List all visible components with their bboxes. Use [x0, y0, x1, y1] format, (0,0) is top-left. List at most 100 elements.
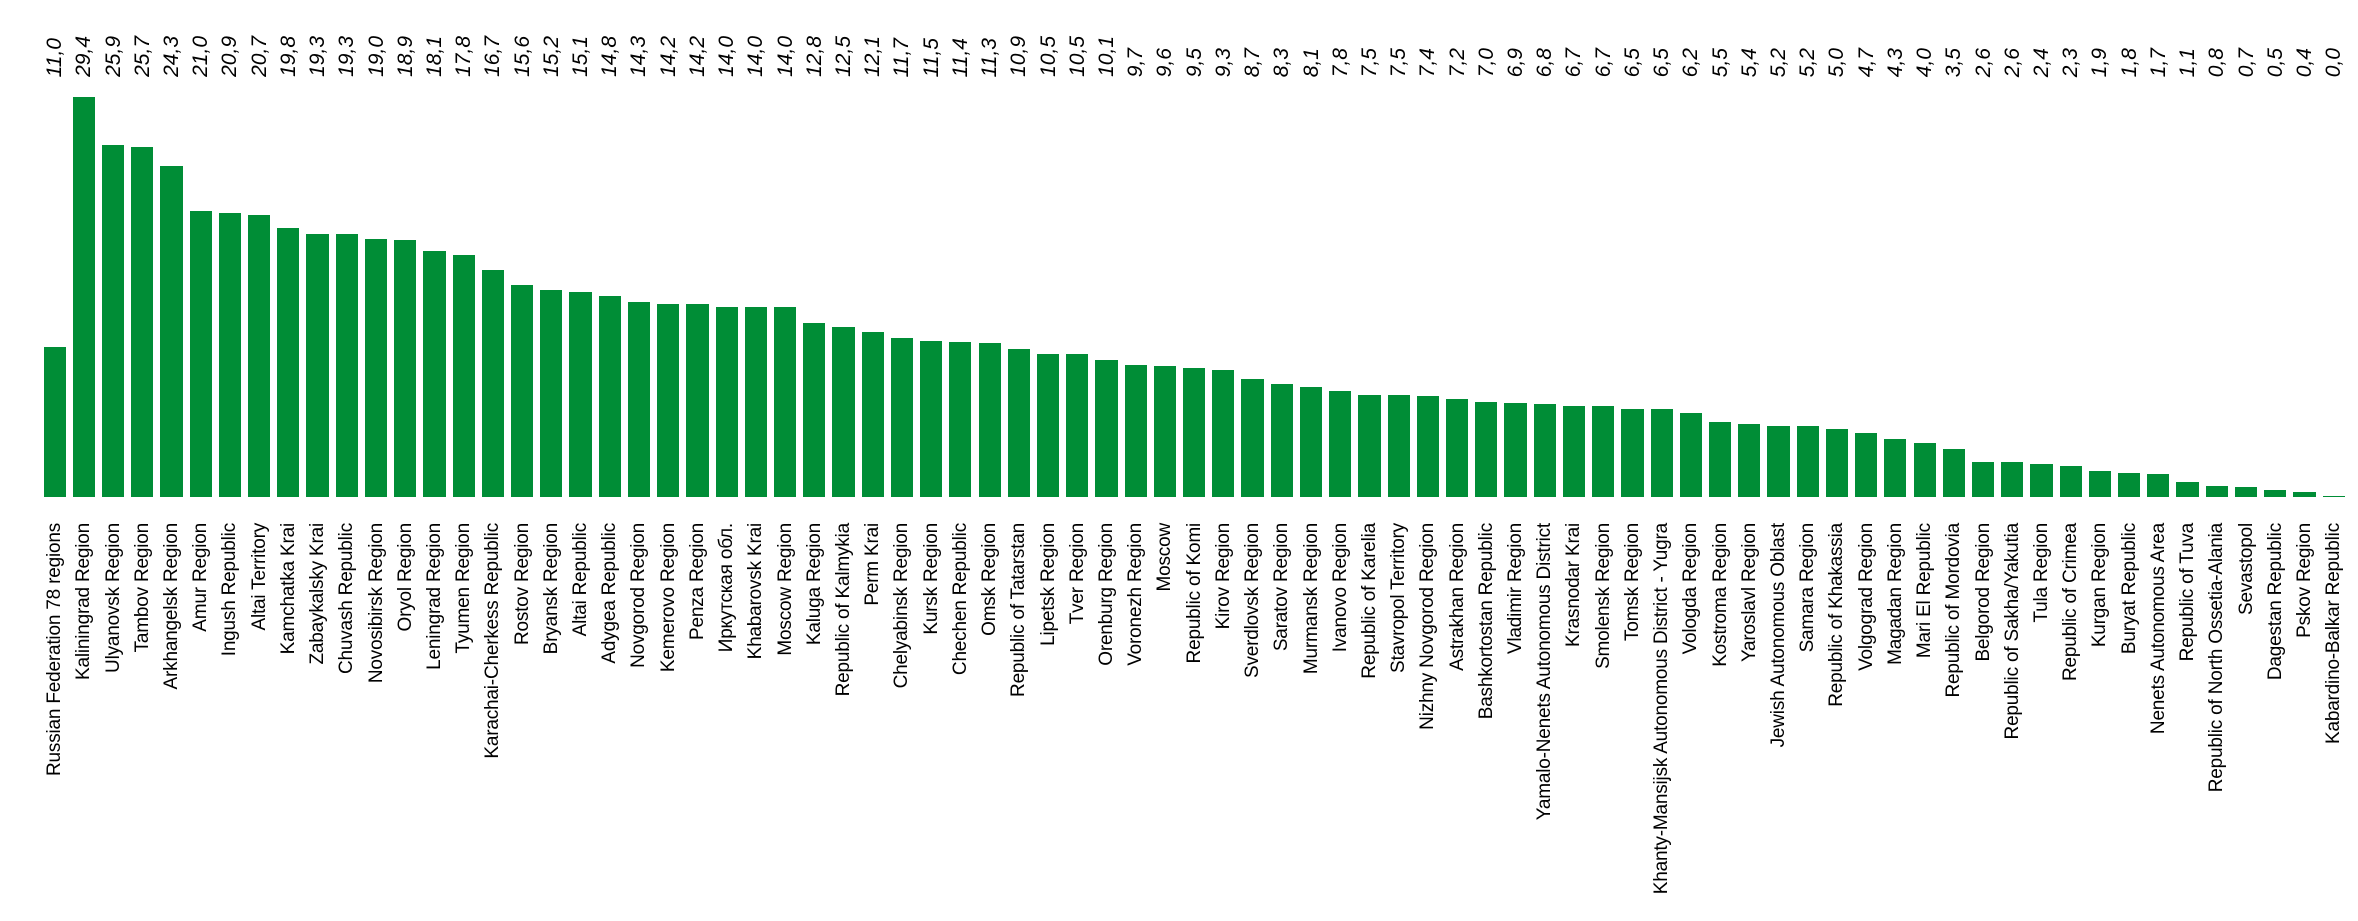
bar [131, 147, 154, 497]
bar [1855, 433, 1878, 497]
bar-column: 5,4 Yaroslavl Region [1735, 0, 1764, 921]
bar [306, 234, 329, 497]
category-label-cell: Kirov Region [1209, 497, 1238, 921]
bar-column: 4,7 Volgograd Region [1852, 0, 1881, 921]
bar [1738, 423, 1761, 497]
bar-plot-cell [1852, 97, 1881, 497]
category-label: Republic of North Ossetia-Alania [2206, 523, 2228, 793]
bar-plot-cell [595, 97, 624, 497]
category-label: Kostroma Region [1709, 523, 1731, 667]
bar-value-label: 21,0 [189, 36, 213, 77]
value-label-cell: 10,5 [1033, 0, 1062, 97]
category-label-cell: Omsk Region [975, 497, 1004, 921]
value-label-cell: 1,8 [2115, 0, 2144, 97]
value-label-cell: 18,9 [391, 0, 420, 97]
value-label-cell: 6,7 [1589, 0, 1618, 97]
value-label-cell: 0,8 [2202, 0, 2231, 97]
value-label-cell: 6,9 [1501, 0, 1530, 97]
category-label-cell: Saratov Region [1267, 497, 1296, 921]
bar-value-label: 15,1 [569, 36, 593, 77]
bar-column: 17,8 Tyumen Region [449, 0, 478, 921]
bar-plot-cell [2085, 97, 2114, 497]
category-label: Republic of Khakassia [1826, 523, 1848, 707]
category-label: Belgorod Region [1972, 523, 1994, 662]
bar [2001, 461, 2024, 497]
bar-value-label: 25,9 [101, 36, 125, 77]
value-label-cell: 29,4 [69, 0, 98, 97]
bar-plot-cell [2261, 97, 2290, 497]
value-label-cell: 4,0 [1910, 0, 1939, 97]
value-label-cell: 19,3 [303, 0, 332, 97]
bar-column: 7,5 Stavropol Territory [1384, 0, 1413, 921]
value-label-cell: 18,1 [420, 0, 449, 97]
bar-plot-cell [215, 97, 244, 497]
bar-value-label: 10,1 [1094, 36, 1118, 77]
bar-column: 24,3 Arkhangelsk Region [157, 0, 186, 921]
value-label-cell: 14,3 [624, 0, 653, 97]
bar-column: 18,1 Leningrad Region [420, 0, 449, 921]
bar-value-label: 6,8 [1533, 47, 1557, 77]
bar-column: 10,5 Tver Region [1063, 0, 1092, 921]
bar [1124, 365, 1147, 497]
category-label-cell: Orenburg Region [1092, 497, 1121, 921]
bar [43, 347, 66, 497]
category-label: Kemerovo Region [657, 523, 679, 673]
bar [1825, 428, 1849, 497]
value-label-cell: 2,4 [2027, 0, 2056, 97]
bar-value-label: 1,9 [2088, 47, 2112, 77]
bar-column: 3,5 Republic of Mordovia [1939, 0, 1968, 921]
category-label-cell: Chechen Republic [946, 497, 975, 921]
bar-plot-cell [1296, 97, 1325, 497]
value-label-cell: 1,9 [2085, 0, 2114, 97]
bar [1270, 384, 1293, 497]
category-label: Altai Republic [570, 523, 592, 637]
bar-value-label: 5,2 [1767, 47, 1791, 77]
category-label-cell: Republic of Crimea [2056, 497, 2085, 921]
category-label-cell: Chelyabinsk Region [887, 497, 916, 921]
bar-value-label: 7,4 [1416, 47, 1440, 77]
bar-value-label: 3,5 [1942, 47, 1966, 77]
bar [72, 97, 95, 497]
value-label-cell: 19,0 [361, 0, 390, 97]
bar [949, 341, 972, 497]
bar-column: 7,2 Astrakhan Region [1443, 0, 1472, 921]
bar-column: 19,0 Novosibirsk Region [361, 0, 390, 921]
bar-plot-cell [1530, 97, 1559, 497]
category-label: Kamchatka Krai [277, 523, 299, 655]
bar-value-label: 15,2 [539, 36, 563, 77]
bar-column: 11,4 Chechen Republic [946, 0, 975, 921]
category-label-cell: Khanty-Mansijsk Autonomous District - Yu… [1647, 497, 1676, 921]
bar-plot-cell [1793, 97, 1822, 497]
bar-column: 5,0 Republic of Khakassia [1822, 0, 1851, 921]
bar-column: 18,9 Oryol Region [391, 0, 420, 921]
bar [1183, 367, 1206, 497]
category-label-cell: Buryat Republic [2115, 497, 2144, 921]
value-label-cell: 14,2 [654, 0, 683, 97]
bar-value-label: 8,3 [1270, 47, 1294, 77]
bar-value-label: 5,5 [1708, 47, 1732, 77]
bar-value-label: 6,7 [1591, 47, 1615, 77]
category-label: Ingush Republic [219, 523, 241, 657]
bar-column: 5,2 Jewish Autonomous Oblast [1764, 0, 1793, 921]
bar-value-label: 4,0 [1913, 47, 1937, 77]
bar-column: 8,1 Murmansk Region [1296, 0, 1325, 921]
bar-plot-cell [2144, 97, 2173, 497]
bar-plot-cell [1910, 97, 1939, 497]
bar [1679, 412, 1702, 497]
bar-plot-cell [975, 97, 1004, 497]
category-label: Russian Federation 78 regions [44, 523, 66, 776]
category-label: Republic of Sakha/Yakutia [2001, 523, 2023, 740]
category-label: Republic of Karelia [1358, 523, 1380, 679]
bar-value-label: 16,7 [481, 36, 505, 77]
bar-column: 4,0 Mari El Republic [1910, 0, 1939, 921]
bar-value-label: 11,4 [948, 37, 972, 77]
category-label-cell: Иркутская обл. [712, 497, 741, 921]
category-label: Kabardino-Balkar Republic [2323, 523, 2345, 745]
value-label-cell: 9,6 [1150, 0, 1179, 97]
category-label-cell: Mari El Republic [1910, 497, 1939, 921]
bar-plot-cell [478, 97, 507, 497]
category-label-cell: Smolensk Region [1589, 497, 1618, 921]
bar [335, 234, 358, 497]
category-label-cell: Republic of Komi [1180, 497, 1209, 921]
value-label-cell: 0,4 [2290, 0, 2319, 97]
